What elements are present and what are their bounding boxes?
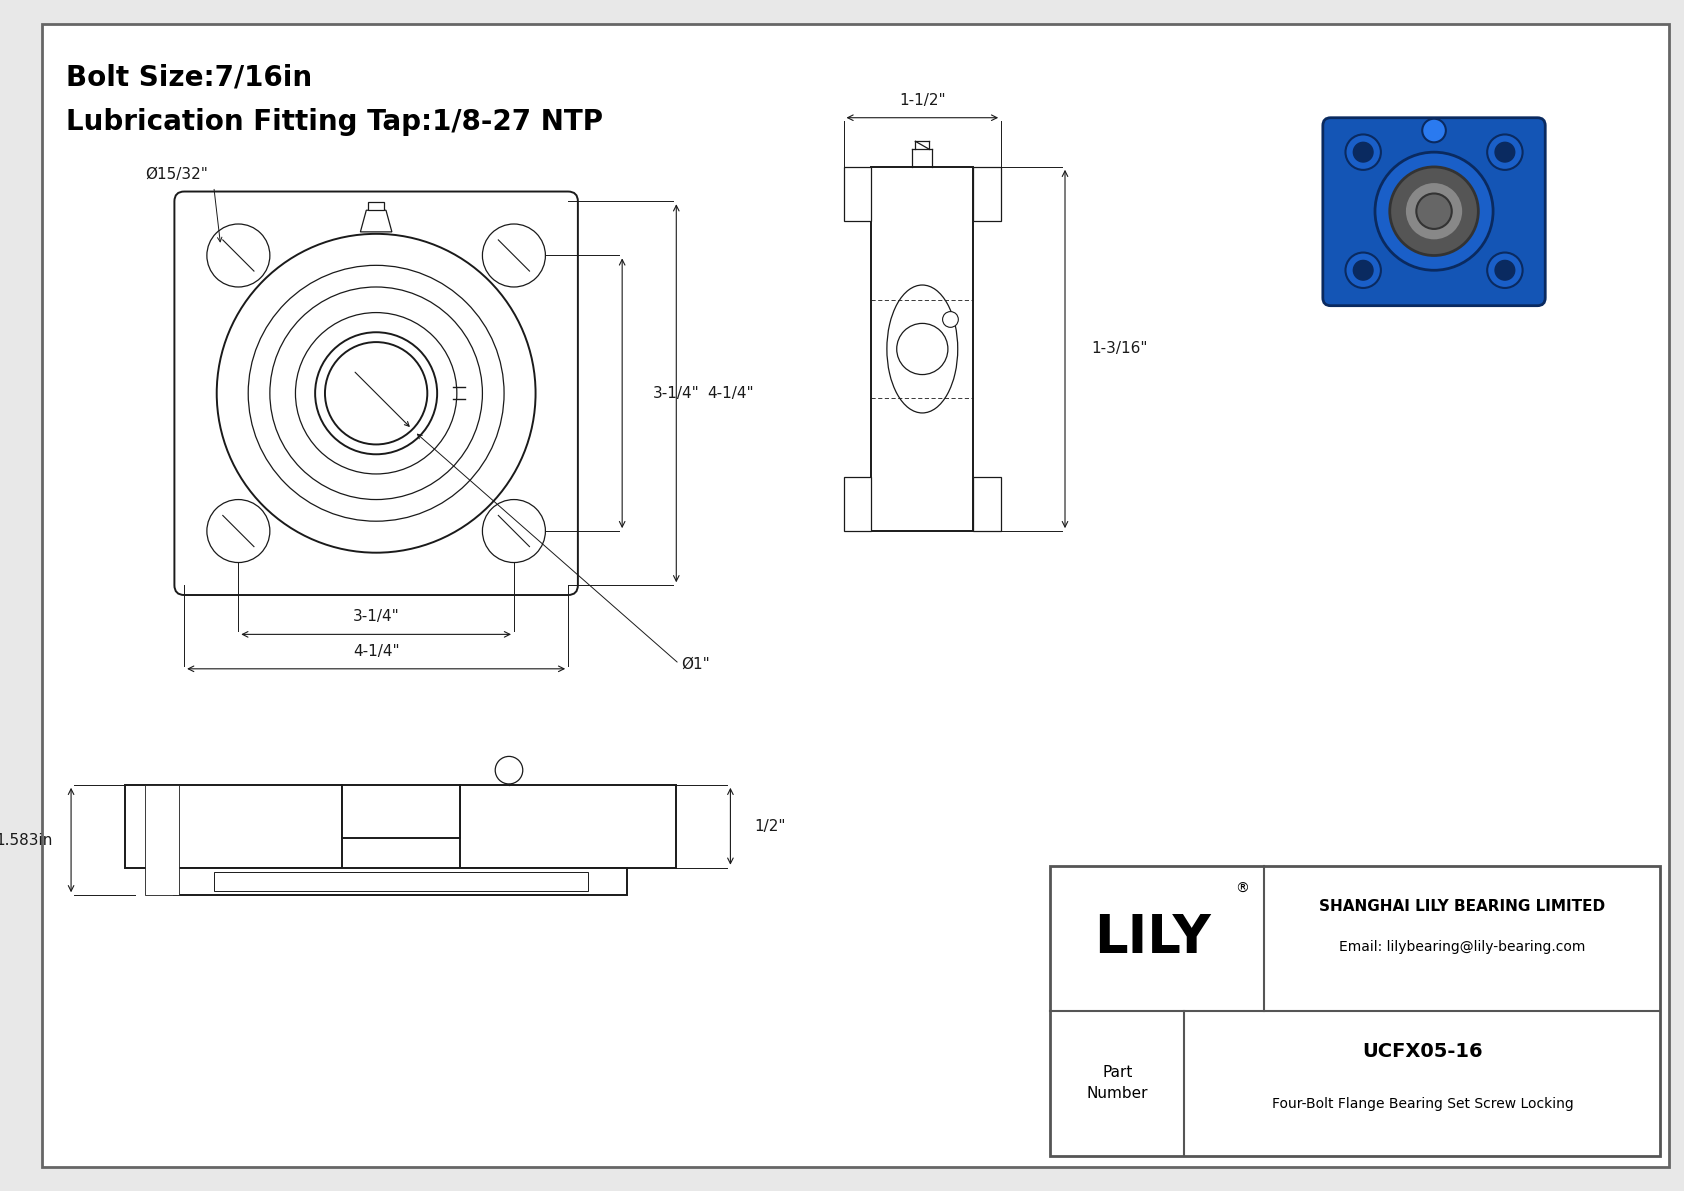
Text: Lubrication Fitting Tap:1/8-27 NTP: Lubrication Fitting Tap:1/8-27 NTP: [66, 108, 603, 136]
Circle shape: [1416, 193, 1452, 229]
Text: ®: ®: [1234, 881, 1250, 896]
Circle shape: [1404, 182, 1463, 241]
Circle shape: [1487, 252, 1522, 288]
Circle shape: [1495, 143, 1514, 162]
Text: Ø1": Ø1": [682, 656, 711, 672]
Text: Four-Bolt Flange Bearing Set Screw Locking: Four-Bolt Flange Bearing Set Screw Locki…: [1271, 1097, 1573, 1111]
Bar: [973, 167, 1000, 222]
Bar: [844, 167, 871, 222]
Text: SHANGHAI LILY BEARING LIMITED: SHANGHAI LILY BEARING LIMITED: [1319, 899, 1605, 913]
Bar: [1051, 866, 1660, 1156]
Polygon shape: [360, 211, 392, 232]
Circle shape: [482, 224, 546, 287]
Circle shape: [1376, 152, 1494, 270]
Circle shape: [207, 224, 269, 287]
Circle shape: [1389, 167, 1479, 256]
Circle shape: [248, 266, 504, 522]
Circle shape: [325, 342, 428, 444]
Circle shape: [482, 499, 546, 562]
Circle shape: [896, 324, 948, 375]
Circle shape: [943, 312, 958, 328]
Text: LILY: LILY: [1093, 912, 1211, 965]
Circle shape: [1346, 135, 1381, 170]
Circle shape: [1346, 252, 1381, 288]
FancyBboxPatch shape: [1324, 118, 1546, 306]
Text: 1-1/2": 1-1/2": [899, 93, 946, 107]
Text: 1-3/16": 1-3/16": [1091, 342, 1147, 356]
Circle shape: [217, 233, 536, 553]
Text: Bolt Size:7/16in: Bolt Size:7/16in: [66, 63, 312, 92]
Bar: [369, 202, 384, 211]
Bar: [175, 867, 626, 896]
Circle shape: [495, 756, 522, 784]
Bar: [125, 785, 342, 867]
Circle shape: [315, 332, 438, 454]
Circle shape: [1354, 143, 1372, 162]
Circle shape: [1495, 261, 1514, 280]
Circle shape: [207, 499, 269, 562]
Text: 4-1/4": 4-1/4": [354, 643, 399, 659]
Text: 3-1/4": 3-1/4": [653, 386, 699, 400]
Circle shape: [1354, 261, 1372, 280]
Bar: [460, 785, 677, 867]
Text: 3-1/4": 3-1/4": [352, 609, 399, 624]
FancyBboxPatch shape: [175, 192, 578, 596]
Bar: [145, 785, 179, 896]
Text: Part
Number: Part Number: [1086, 1066, 1148, 1102]
Text: Email: lilybearing@lily-bearing.com: Email: lilybearing@lily-bearing.com: [1339, 940, 1585, 954]
Text: 1.583in: 1.583in: [0, 833, 52, 848]
Text: Ø15/32": Ø15/32": [145, 167, 207, 182]
Bar: [871, 167, 973, 531]
Circle shape: [1423, 119, 1447, 143]
Bar: [973, 476, 1000, 531]
Text: 1/2": 1/2": [754, 818, 785, 834]
Bar: [214, 872, 588, 891]
Bar: [844, 476, 871, 531]
Circle shape: [1487, 135, 1522, 170]
Circle shape: [295, 312, 456, 474]
Text: 4-1/4": 4-1/4": [707, 386, 754, 400]
Circle shape: [269, 287, 482, 499]
Bar: [342, 785, 460, 838]
Text: UCFX05-16: UCFX05-16: [1362, 1042, 1482, 1061]
